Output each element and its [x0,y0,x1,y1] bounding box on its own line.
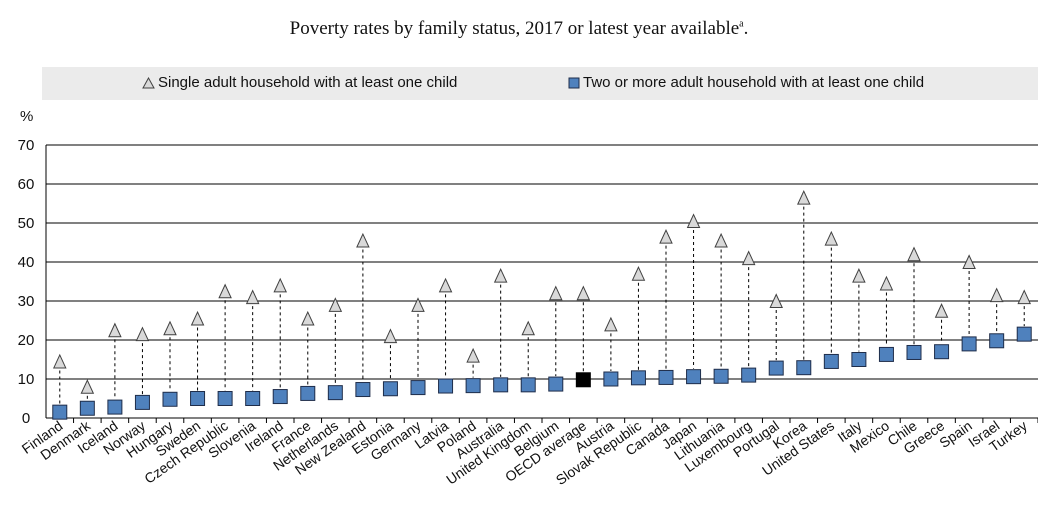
triangle-marker [686,213,701,229]
y-tick-label: 40 [18,254,35,271]
square-marker [520,377,536,393]
square-marker [465,378,481,394]
y-tick-label: 60 [18,176,35,193]
y-tick-label: 20 [18,332,35,349]
triangle-marker [824,230,839,246]
triangle-marker [659,228,673,244]
triangle-marker [989,287,1004,303]
triangle-marker [741,250,756,266]
square-marker [1016,326,1032,342]
square-marker [686,369,702,385]
triangle-marker [796,189,811,205]
triangle-marker [1017,289,1032,305]
square-marker [438,378,454,394]
square-marker [52,404,68,420]
square-marker [741,367,757,383]
triangle-marker [108,322,122,338]
square-marker [217,391,233,406]
square-marker [906,344,922,360]
square-marker [768,360,784,376]
triangle-marker [466,347,480,363]
triangle-marker [245,289,260,305]
square-marker-highlight [575,372,591,388]
triangle-marker [576,285,591,301]
triangle-marker [769,293,784,308]
square-marker [79,400,95,416]
triangle-marker [328,297,343,312]
triangle-marker [493,267,508,283]
triangle-marker [934,303,949,318]
legend: Single adult household with at least one… [42,67,1038,100]
legend-item-single: Single adult household with at least one… [142,74,457,91]
square-marker [382,381,398,397]
square-marker [603,371,619,387]
square-marker [548,376,564,392]
triangle-marker [548,285,563,301]
triangle-marker [80,379,95,394]
square-marker [796,360,812,376]
square-marker [162,391,178,407]
square-marker [989,333,1005,349]
square-marker [878,346,894,362]
triangle-marker [383,328,398,344]
triangle-marker [438,277,453,293]
square-marker [134,394,150,410]
y-tick-label: 30 [18,293,35,310]
triangle-marker [521,320,536,336]
chart-title: Poverty rates by family status, 2017 or … [289,18,749,39]
triangle-marker [631,266,646,281]
square-marker [630,370,646,386]
square-marker [851,352,867,367]
y-tick-label: 0 [22,410,30,427]
square-marker [107,399,123,415]
legend-item-two-adult: Two or more adult household with at leas… [568,74,924,91]
triangle-marker [135,326,150,342]
triangle-marker [300,310,315,326]
y-tick-label: 10 [18,371,35,388]
triangle-marker [714,232,728,248]
triangle-marker [411,297,425,312]
square-marker [713,368,729,384]
y-tick-label: 50 [18,215,35,232]
triangle-marker [273,277,288,293]
square-marker [410,380,426,396]
triangle-marker [962,254,976,269]
square-marker [493,377,509,393]
square-marker [272,389,288,405]
triangle-marker [907,246,921,262]
triangle-marker [190,310,205,326]
square-marker [823,353,839,369]
square-marker [327,385,343,401]
triangle-marker [356,232,370,248]
square-marker [961,336,977,352]
y-tick-label: 70 [18,137,35,154]
square-marker [934,344,950,360]
triangle-marker [163,320,177,336]
square-marker [355,382,371,398]
square-marker [190,391,206,406]
y-axis-unit: % [20,108,34,125]
square-marker-icon [568,77,580,89]
triangle-marker [879,275,894,291]
square-marker [300,385,316,401]
square-marker [658,369,674,385]
triangle-marker [852,267,866,283]
triangle-marker [604,316,618,332]
square-marker [245,391,261,406]
triangle-marker [52,353,67,369]
triangle-marker [218,283,232,299]
triangle-marker-icon [142,77,155,89]
